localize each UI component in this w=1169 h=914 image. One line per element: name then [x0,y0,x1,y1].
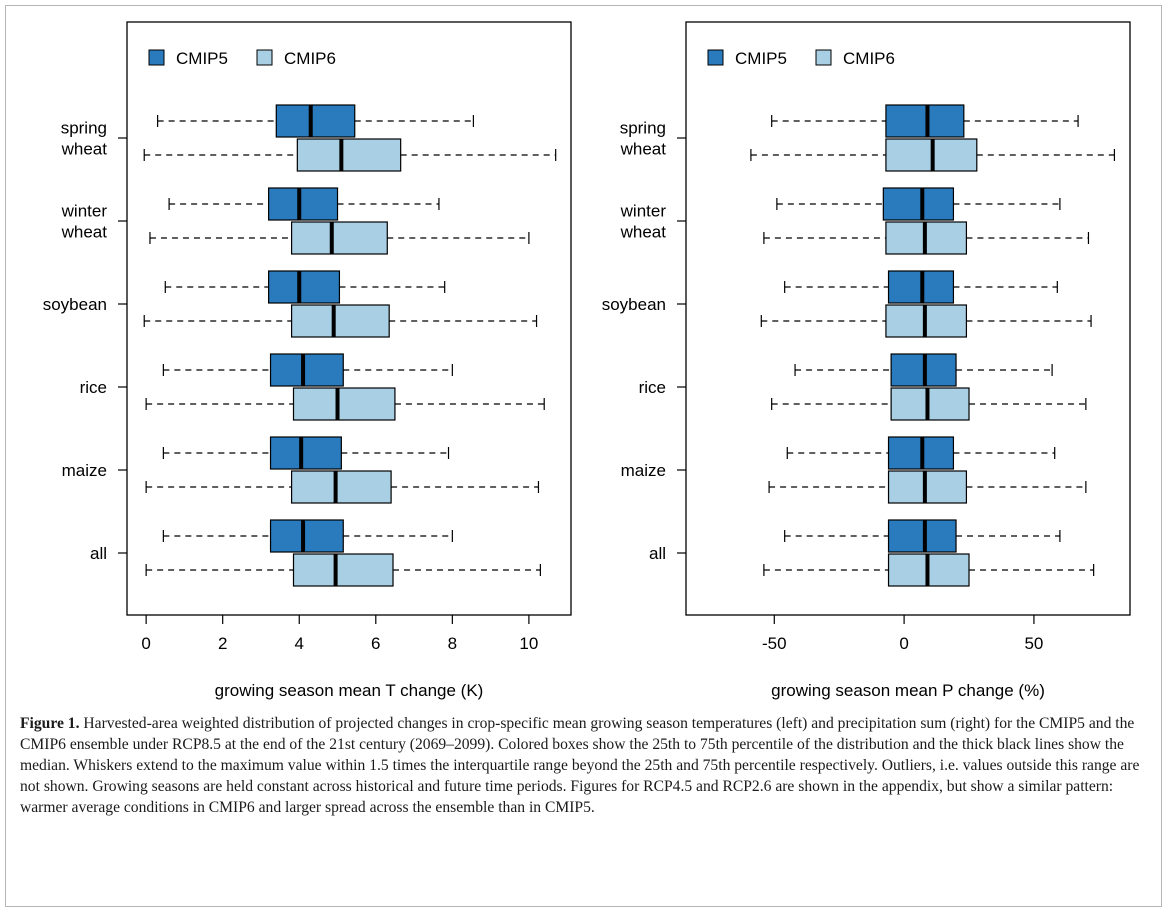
legend-swatch-cmip6 [256,49,273,66]
x-tick-label: 50 [1024,634,1043,653]
iqr-box [887,519,957,553]
legend-label-cmip5: CMIP5 [735,49,787,68]
box-cmip6 [143,304,538,338]
legend-label-cmip6: CMIP6 [843,49,895,68]
x-tick-label: 4 [295,634,304,653]
y-tick-label: all [90,544,107,563]
legend-swatch-cmip5 [707,49,724,66]
box-cmip6 [771,387,1087,421]
box-cmip6 [145,387,545,421]
category-maize: maize [62,436,540,504]
y-tick-label: spring [61,119,107,138]
box-cmip6 [768,470,1087,504]
figure-frame [5,5,1162,907]
legend: CMIP5 CMIP6 [707,49,895,68]
y-tick-label: soybean [602,295,666,314]
figure-caption: Figure 1. Harvested-area weighted distri… [20,713,1152,818]
iqr-box [269,353,344,387]
category-all: all [649,519,1095,587]
box-cmip5 [162,353,453,387]
category-soybean: soybean [43,270,538,338]
category-spring-wheat: spring wheat [620,104,1116,172]
x-tick-label: 0 [899,634,908,653]
box-cmip5 [784,270,1058,304]
legend-swatch-cmip6 [815,49,832,66]
box-cmip6 [763,553,1095,587]
plot-frame [685,21,1131,616]
category-all: all [90,519,541,587]
iqr-box [292,387,396,421]
iqr-box [292,553,394,587]
box-cmip6 [763,221,1090,255]
box-cmip6 [760,304,1092,338]
category-spring-wheat: spring wheat [61,104,557,172]
x-tick-label: -50 [762,634,787,653]
legend-swatch-cmip5 [148,49,165,66]
y-tick-label: rice [639,378,666,397]
y-tick-label: all [649,544,666,563]
figure-panels: 0 2 4 6 8 10 growing season mean T change (K) C… [43,21,1131,700]
precipitation-panel: -50 0 50 growing season mean P change (%) CM… [602,21,1131,700]
y-tick-label: wheat [61,140,108,159]
iqr-box [296,138,402,172]
caption-text: Harvested-area weighted distribution of … [20,715,1140,816]
box-cmip5 [786,436,1056,470]
iqr-box [269,519,344,553]
iqr-box [275,104,356,138]
iqr-box [887,470,968,504]
x-tick-label: 8 [448,634,457,653]
category-rice: rice [80,353,545,421]
box-cmip6 [750,138,1116,172]
y-tick-label: soybean [43,295,107,314]
category-winter-wheat: winter wheat [61,187,530,255]
y-tick-label: winter [61,202,108,221]
box-cmip6 [145,553,541,587]
box-cmip5 [164,270,446,304]
box-cmip5 [162,519,453,553]
legend-label-cmip6: CMIP6 [284,49,336,68]
category-maize: maize [621,436,1087,504]
y-tick-label: winter [620,202,667,221]
iqr-box [290,304,390,338]
iqr-box [268,270,341,304]
iqr-box [269,436,342,470]
iqr-box [290,470,392,504]
category-soybean: soybean [602,270,1092,338]
x-tick-label: 0 [141,634,150,653]
category-rice: rice [639,353,1087,421]
box-cmip5 [162,436,450,470]
category-winter-wheat: winter wheat [620,187,1090,255]
box-cmip5 [168,187,440,221]
legend: CMIP5 CMIP6 [148,49,336,68]
box-cmip5 [157,104,474,138]
iqr-box [290,221,388,255]
temperature-panel: 0 2 4 6 8 10 growing season mean T change (K) C… [43,21,572,700]
box-cmip5 [784,519,1061,553]
box-cmip5 [771,104,1079,138]
y-tick-label: spring [620,119,666,138]
legend-label-cmip5: CMIP5 [176,49,228,68]
x-tick-label: 10 [519,634,538,653]
box-cmip6 [149,221,530,255]
x-axis-label: growing season mean T change (K) [215,681,484,700]
x-axis-label: growing season mean P change (%) [771,681,1045,700]
iqr-box [885,104,965,138]
y-tick-label: maize [621,461,666,480]
figure-label: Figure 1. [20,715,80,732]
y-tick-label: wheat [620,140,667,159]
box-cmip5 [776,187,1061,221]
y-tick-label: wheat [61,223,108,242]
plot-frame [126,21,572,616]
x-tick-label: 2 [218,634,227,653]
y-tick-label: maize [62,461,107,480]
iqr-box [890,387,970,421]
iqr-box [268,187,339,221]
box-cmip6 [145,470,540,504]
box-cmip5 [794,353,1053,387]
y-tick-label: wheat [620,223,667,242]
y-tick-label: rice [80,378,107,397]
x-tick-label: 6 [371,634,380,653]
iqr-box [882,187,955,221]
box-cmip6 [143,138,557,172]
